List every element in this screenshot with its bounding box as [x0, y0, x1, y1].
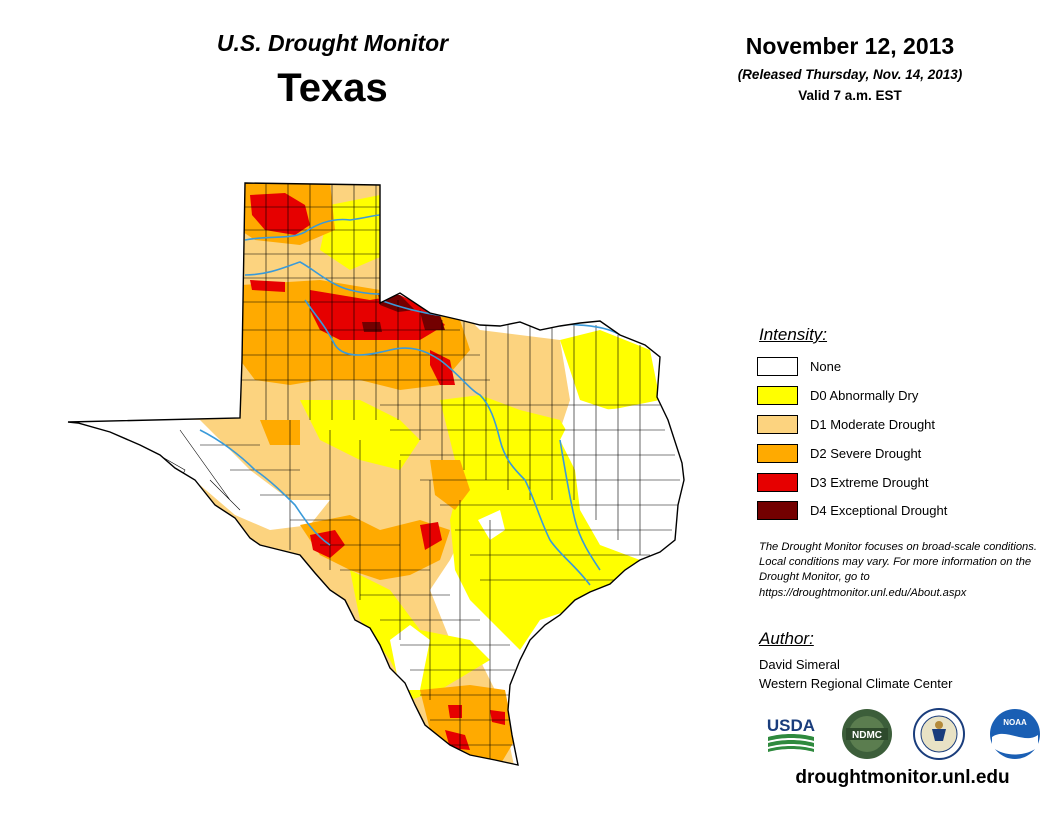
state-title: Texas — [277, 66, 388, 110]
layer-none-central — [478, 510, 505, 540]
layer-none-south — [390, 625, 430, 690]
usda-logo-icon: USDA — [767, 716, 815, 752]
monitor-title: U.S. Drought Monitor — [216, 30, 449, 56]
legend-item-d0: D0 Abnormally Dry — [757, 385, 918, 405]
layer-d3-wichita — [430, 350, 455, 385]
layer-d0-panhandle — [320, 195, 385, 270]
legend-label: None — [810, 358, 842, 374]
legend-label: D1 Moderate Drought — [810, 416, 936, 432]
commerce-seal-logo-icon — [913, 708, 965, 760]
site-url-link[interactable]: droughtmonitor.unl.edu — [795, 767, 1010, 788]
layer-d3-south-b — [490, 710, 505, 725]
layer-d4-red-river-b — [420, 312, 445, 330]
legend-title: Intensity: — [759, 325, 828, 344]
swatch-d4 — [757, 500, 798, 520]
map-date: November 12, 2013 — [745, 33, 955, 59]
noaa-logo-text: NOAA — [1003, 718, 1027, 727]
legend-label: D0 Abnormally Dry — [810, 387, 919, 403]
release-date: (Released Thursday, Nov. 14, 2013) — [737, 67, 963, 82]
author-heading: Author: — [759, 629, 814, 648]
swatch-d0 — [757, 385, 798, 405]
noaa-logo-icon: NOAA — [990, 709, 1040, 759]
legend-item-d3: D3 Extreme Drought — [757, 472, 929, 492]
swatch-none — [757, 356, 798, 376]
ndmc-logo-text: NDMC — [852, 730, 882, 741]
layer-d3-northwest — [250, 280, 285, 292]
legend-label: D4 Exceptional Drought — [810, 502, 948, 518]
layer-d4-rolling-plains — [362, 322, 382, 332]
layer-d0-hill — [300, 400, 420, 470]
valid-time: Valid 7 a.m. EST — [798, 88, 902, 103]
layer-d3-south-a — [448, 705, 462, 718]
author-name: David Simeral — [759, 657, 840, 672]
layer-d0-northeast — [560, 330, 660, 410]
layer-d3-panhandle — [250, 193, 310, 235]
layer-d2-lake-area — [430, 460, 470, 510]
legend-item-d2: D2 Severe Drought — [757, 443, 921, 463]
legend-item-none: None — [757, 356, 841, 376]
disclaimer-note: The Drought Monitor focuses on broad-sca… — [759, 541, 1037, 599]
swatch-d3 — [757, 472, 798, 492]
legend-item-d4: D4 Exceptional Drought — [757, 500, 947, 520]
swatch-d2 — [757, 443, 798, 463]
swatch-d1 — [757, 414, 798, 434]
texas-state-outline — [67, 182, 685, 766]
legend-label: D3 Extreme Drought — [810, 474, 929, 490]
legend-item-d1: D1 Moderate Drought — [757, 414, 935, 434]
texas-drought-map — [67, 182, 685, 766]
usda-logo-text: USDA — [767, 716, 815, 735]
author-organization: Western Regional Climate Center — [759, 676, 953, 691]
ndmc-logo-icon: NDMC — [842, 709, 892, 759]
layer-d2-concho — [300, 515, 450, 580]
layer-d3-hill-country — [420, 522, 442, 550]
layer-none-east — [560, 405, 680, 560]
layer-d3-rolling-plains — [310, 290, 445, 340]
county-lines — [149, 183, 680, 760]
legend-label: D2 Severe Drought — [810, 445, 922, 461]
